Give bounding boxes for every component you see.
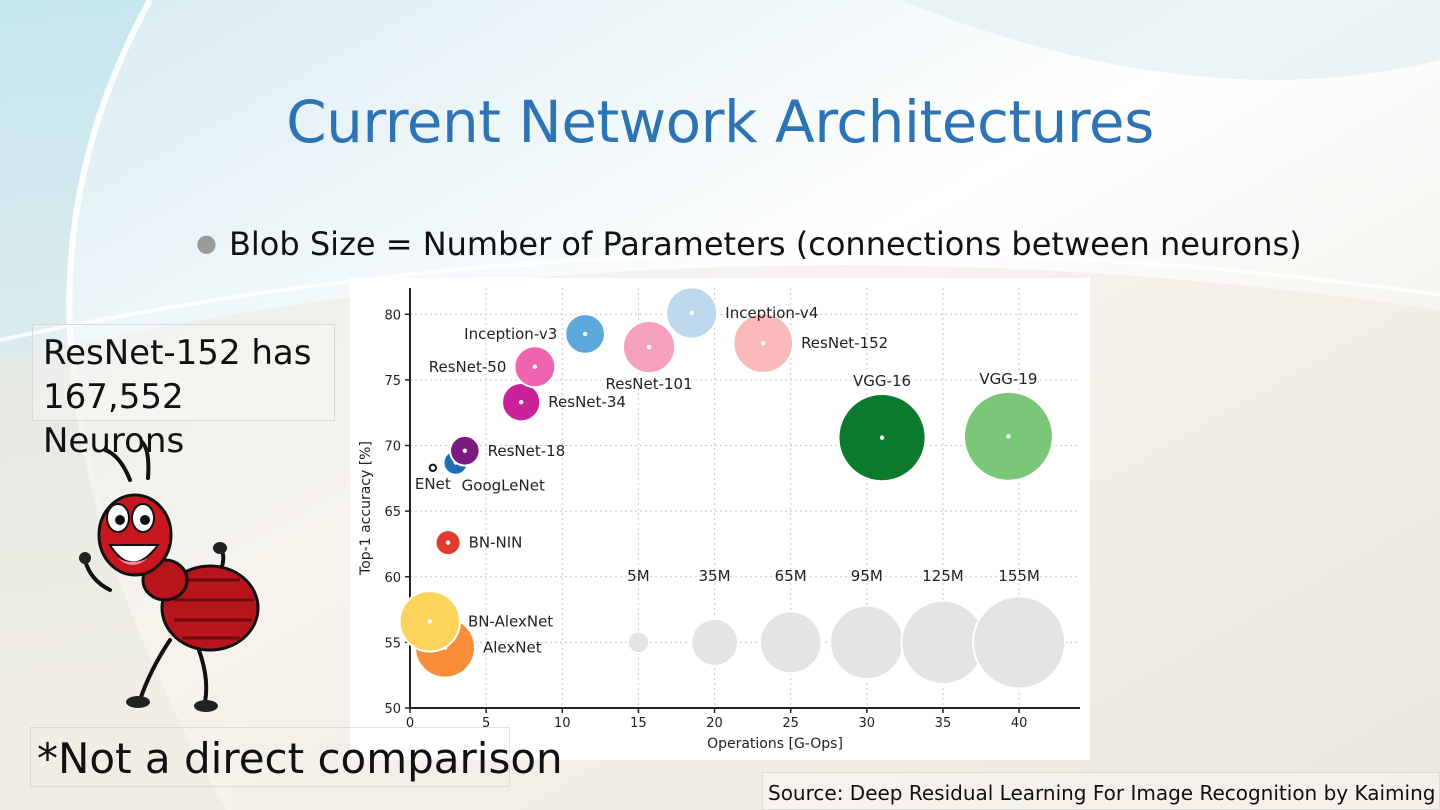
bubble-center-dot <box>1006 434 1011 439</box>
bubble-center-dot <box>582 331 588 337</box>
point-label: VGG-16 <box>853 372 911 390</box>
bullet-item: ● Blob Size = Number of Parameters (conne… <box>196 225 1302 263</box>
size-legend-label: 65M <box>775 567 807 585</box>
y-tick-label: 55 <box>384 636 401 651</box>
x-tick-label: 35 <box>935 716 952 731</box>
point-label: VGG-19 <box>979 370 1037 388</box>
bullet-dot-icon: ● <box>196 229 217 257</box>
neuron-count-note[interactable]: ResNet-152 has 167,552 Neurons <box>32 324 335 461</box>
y-tick-label: 70 <box>384 440 401 455</box>
size-legend-label: 5M <box>627 567 650 585</box>
chart-panel: 0 5 10 15 20 25 30 35 40 50 55 60 65 70 75 80 Operations… <box>350 278 1090 760</box>
point-label: ResNet-101 <box>605 375 692 393</box>
bubble-center-dot <box>532 364 538 369</box>
x-axis-label: Operations [G-Ops] <box>707 736 843 752</box>
size-legend-bubble <box>758 610 823 675</box>
bubble-center-dot <box>462 448 468 453</box>
note-line-1: ResNet-152 has <box>43 333 312 373</box>
point-label: ResNet-50 <box>429 358 507 376</box>
x-tick-label: 20 <box>706 716 723 731</box>
comparison-caveat[interactable]: *Not a direct comparison <box>30 727 563 787</box>
x-tick-label: 25 <box>782 716 799 731</box>
bubble-center-dot <box>879 435 885 440</box>
point-label: ResNet-152 <box>801 334 888 352</box>
bubble-center-dot <box>430 465 436 471</box>
point-label: BN-NIN <box>469 534 523 552</box>
size-legend-label: 155M <box>998 567 1040 585</box>
size-legend-bubble <box>626 630 651 655</box>
bullet-text: Blob Size = Number of Parameters (connec… <box>228 225 1302 263</box>
x-tick-label: 15 <box>630 716 647 731</box>
point-label: ResNet-34 <box>548 393 626 411</box>
source-citation[interactable]: Source: Deep Residual Learning For Image… <box>762 772 1440 810</box>
bubble-center-dot <box>646 344 652 350</box>
size-legend-bubble <box>690 617 739 667</box>
bubble-center-dot <box>445 540 451 545</box>
x-tick-label: 0 <box>406 716 414 731</box>
size-legend-bubble <box>829 604 905 681</box>
y-tick-label: 50 <box>384 702 401 717</box>
bubble-chart: 0 5 10 15 20 25 30 35 40 50 55 60 65 70 75 80 Operations… <box>358 286 1080 752</box>
y-axis-label: Top-1 accuracy [%] <box>358 441 374 576</box>
y-tick-label: 60 <box>384 571 401 586</box>
size-legend-bubble <box>900 599 986 685</box>
size-legend-label: 35M <box>699 567 731 585</box>
point-label: Inception-v3 <box>464 325 557 343</box>
point-label: ResNet-18 <box>488 442 566 460</box>
bubble-center-dot <box>761 340 766 346</box>
slide-title: Current Network Architectures <box>286 88 1154 156</box>
x-tick-label: 10 <box>554 716 571 731</box>
bubble-center-dot <box>427 619 432 624</box>
point-label: GoogLeNet <box>462 477 545 495</box>
x-tick-label: 40 <box>1011 716 1028 731</box>
point-label: AlexNet <box>483 639 542 657</box>
point-label: Inception-v4 <box>725 304 818 322</box>
x-tick-label: 30 <box>859 716 876 731</box>
y-tick-label: 80 <box>384 308 401 323</box>
size-legend-label: 125M <box>922 567 964 585</box>
x-tick-label: 5 <box>482 716 490 731</box>
size-legend-bubble <box>972 595 1067 690</box>
point-label: ENet <box>415 475 451 493</box>
size-legend-label: 95M <box>851 567 883 585</box>
ant-cartoon-image <box>79 440 260 712</box>
y-tick-label: 75 <box>384 374 401 389</box>
bubble-center-dot <box>518 399 524 405</box>
y-tick-label: 65 <box>384 505 401 520</box>
bubble-center-dot <box>689 310 694 316</box>
point-label: BN-AlexNet <box>468 612 553 630</box>
